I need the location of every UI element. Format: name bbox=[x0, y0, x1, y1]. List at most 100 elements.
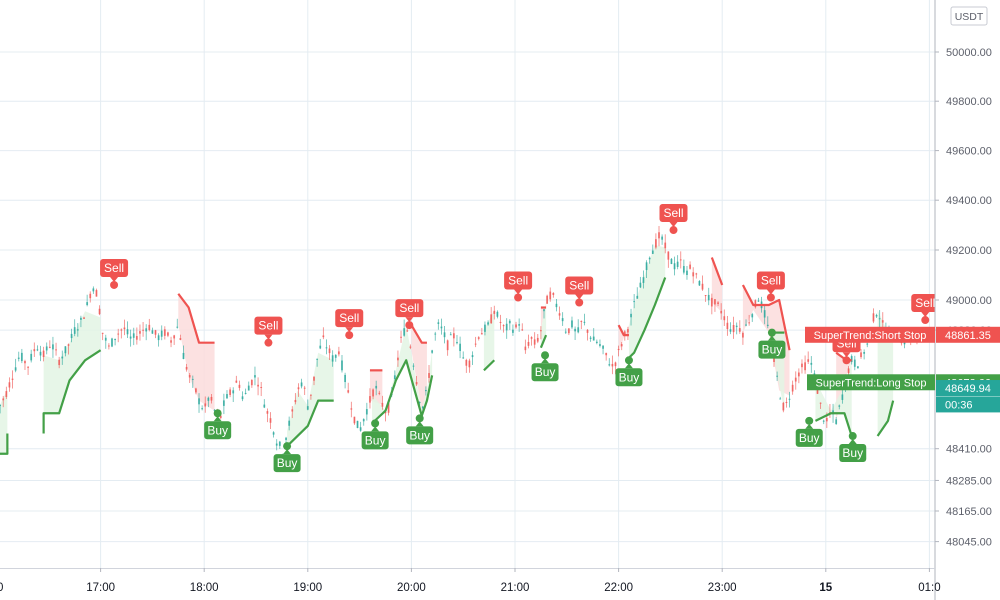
candle-body bbox=[36, 349, 39, 351]
candle-body bbox=[729, 329, 732, 332]
candle-body bbox=[835, 419, 838, 424]
x-tick-label: 22:00 bbox=[604, 582, 633, 594]
signal-pointer bbox=[805, 423, 814, 429]
y-tick-label: 48165.00 bbox=[946, 506, 992, 518]
candle-body bbox=[400, 336, 402, 338]
candle-body bbox=[418, 402, 421, 404]
candle-body bbox=[707, 294, 710, 301]
sell-signal[interactable]: Sell bbox=[100, 258, 129, 289]
candle-body bbox=[766, 324, 769, 327]
buy-signal[interactable]: Buy bbox=[795, 416, 823, 447]
signal-badge bbox=[335, 309, 364, 328]
candle-body bbox=[627, 329, 629, 333]
signal-label: Buy bbox=[535, 365, 556, 379]
signal-label: Sell bbox=[399, 301, 419, 315]
candle-body bbox=[490, 314, 493, 324]
candle-body bbox=[406, 330, 409, 332]
signal-dot bbox=[264, 338, 273, 347]
x-tick-label: 19:00 bbox=[293, 582, 322, 594]
candle-body bbox=[176, 326, 179, 328]
candle-body bbox=[250, 379, 253, 386]
currency-unit[interactable]: USDT bbox=[950, 6, 988, 26]
sell-signal[interactable]: Sell bbox=[504, 271, 533, 302]
candle-body bbox=[499, 321, 502, 323]
candle-body bbox=[104, 337, 107, 341]
signal-dot bbox=[575, 298, 584, 307]
buy-signal[interactable]: Buy bbox=[839, 432, 867, 463]
candle-body bbox=[238, 384, 241, 388]
candle-body bbox=[210, 396, 213, 401]
candle-body bbox=[682, 266, 685, 273]
candle-body bbox=[726, 322, 729, 330]
price-tag-name: SuperTrend:Short Stop bbox=[814, 330, 927, 342]
price-tag-short_stop: SuperTrend:Short Stop 48861.35 bbox=[805, 326, 1000, 343]
sell-signal[interactable]: Sell bbox=[565, 276, 594, 307]
candle-body bbox=[132, 333, 135, 338]
signal-pointer bbox=[110, 276, 119, 282]
signal-dot bbox=[110, 280, 119, 289]
candle-body bbox=[561, 318, 564, 322]
candle-body bbox=[226, 394, 228, 399]
candle-body bbox=[502, 325, 505, 327]
signal-pointer bbox=[405, 317, 414, 323]
candle-body bbox=[857, 366, 859, 369]
candle-body bbox=[191, 378, 194, 380]
candle-body bbox=[440, 326, 443, 329]
long-stop-fill bbox=[0, 389, 8, 454]
signal-label: Buy bbox=[762, 343, 783, 357]
long-stop-line bbox=[814, 412, 853, 437]
signal-pointer bbox=[842, 352, 851, 358]
candle-body bbox=[822, 420, 825, 422]
time-axis-bg bbox=[0, 568, 935, 600]
candle-body bbox=[33, 349, 36, 352]
sell-signal[interactable]: Sell bbox=[335, 309, 364, 340]
currency-unit-label: USDT bbox=[955, 11, 984, 23]
signal-dot bbox=[371, 419, 380, 428]
price-tag-value: 00:36 bbox=[945, 399, 973, 411]
sell-signal[interactable]: Sell bbox=[395, 299, 424, 330]
buy-signal[interactable]: Buy bbox=[273, 442, 301, 473]
candle-body bbox=[222, 400, 225, 406]
candle-body bbox=[602, 345, 604, 349]
candle-body bbox=[679, 259, 682, 261]
candle-body bbox=[860, 352, 862, 358]
buy-signal[interactable]: Buy bbox=[615, 356, 643, 387]
buy-signal[interactable]: Buy bbox=[204, 409, 232, 440]
sell-signal[interactable]: Sell bbox=[756, 271, 785, 302]
candle-body bbox=[167, 332, 169, 336]
candle-body bbox=[52, 344, 54, 350]
candle-body bbox=[564, 331, 567, 333]
buy-signal[interactable]: Buy bbox=[758, 328, 786, 359]
sell-signal[interactable]: Sell bbox=[254, 316, 283, 347]
candle-body bbox=[518, 324, 521, 326]
candle-body bbox=[148, 324, 151, 330]
sell-signal[interactable]: Sell bbox=[659, 204, 688, 235]
sell-signal[interactable]: Sell bbox=[911, 294, 940, 325]
candle-body bbox=[555, 303, 558, 308]
candle-body bbox=[201, 408, 204, 410]
buy-signal[interactable]: Buy bbox=[361, 419, 389, 450]
candle-body bbox=[589, 337, 592, 339]
candle-body bbox=[754, 300, 757, 308]
candle-body bbox=[229, 389, 231, 395]
candle-body bbox=[583, 321, 586, 323]
candle-body bbox=[791, 384, 794, 392]
candle-body bbox=[571, 320, 573, 328]
candle-body bbox=[83, 317, 85, 319]
candle-body bbox=[344, 374, 346, 383]
buy-signal[interactable]: Buy bbox=[406, 414, 434, 445]
buy-signal[interactable]: Buy bbox=[531, 351, 559, 382]
signal-pointer bbox=[264, 334, 273, 340]
signal-dot bbox=[669, 226, 678, 235]
long-stop-line bbox=[286, 399, 334, 447]
candle-body bbox=[241, 396, 244, 400]
candle-body bbox=[272, 432, 275, 435]
x-tick-label: 20:00 bbox=[397, 582, 426, 594]
signal-label: Sell bbox=[915, 296, 935, 310]
candle-body bbox=[658, 232, 660, 239]
candle-body bbox=[8, 382, 11, 388]
signal-label: Sell bbox=[339, 311, 359, 325]
candle-body bbox=[126, 329, 129, 335]
